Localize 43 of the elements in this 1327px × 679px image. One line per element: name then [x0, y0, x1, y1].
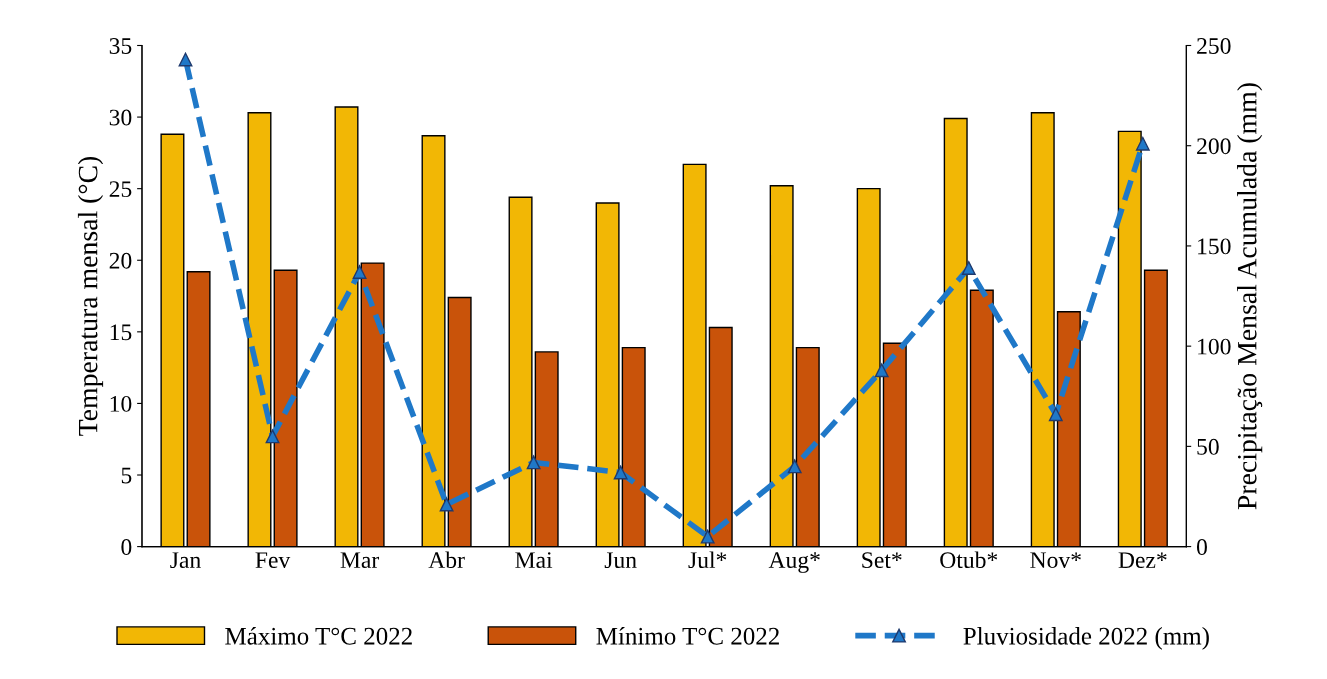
y2-tick-label: 150	[1198, 238, 1231, 255]
point	[1048, 407, 1063, 422]
x-tick-label: Aug*	[768, 552, 820, 573]
point	[1135, 136, 1150, 151]
x-tick-label: Jul*	[688, 551, 727, 569]
y2-axis-title: Precipitação Mensal Acumulada (mm)	[1237, 83, 1263, 510]
y2-tick-label: 250	[1197, 37, 1231, 54]
x-tick-label: Fev	[255, 552, 291, 569]
y-tick-label: 35	[109, 38, 132, 54]
x-tick-label: Set*	[862, 552, 902, 569]
y2-tick-label: 100	[1198, 338, 1231, 355]
point	[265, 429, 280, 444]
x-tick-label: Jan	[170, 552, 201, 569]
y2-tick-label: 50	[1197, 438, 1219, 455]
point	[700, 529, 715, 544]
x-tick-label: Mar	[340, 552, 380, 569]
x-tick-label: Dez*	[1118, 552, 1167, 569]
point	[526, 455, 541, 470]
y-tick-label: 20	[109, 252, 132, 269]
point	[961, 261, 976, 275]
x-tick-label: Jun	[604, 552, 637, 569]
y-tick-label: 5	[121, 467, 132, 484]
legend-label: Mínimo T°C 2022	[596, 627, 779, 645]
point	[178, 52, 193, 67]
x-tick-label: Otub*	[940, 551, 998, 569]
point	[613, 465, 628, 480]
x-tick-label: Abr	[428, 551, 465, 569]
legend-label: Pluviosidade 2022 (mm)	[963, 627, 1209, 650]
x-tick-label: Mai	[515, 552, 553, 569]
y-tick-label: 15	[110, 324, 132, 341]
point	[439, 497, 454, 512]
point	[352, 265, 367, 279]
y2-tick-label: 0	[1196, 539, 1207, 556]
y-tick-label: 10	[110, 395, 132, 412]
x-tick-label: Nov*	[1030, 552, 1081, 569]
point	[787, 459, 802, 474]
y-tick-label: 30	[109, 109, 132, 126]
y-tick-label: 0	[121, 539, 132, 556]
legend-label: Máximo T°C 2022	[225, 627, 412, 645]
point	[874, 363, 889, 378]
y2-tick-label: 200	[1197, 138, 1231, 155]
y-tick-label: 25	[109, 181, 132, 198]
y-axis-title: Temperatura mensal (°C)	[77, 156, 104, 436]
